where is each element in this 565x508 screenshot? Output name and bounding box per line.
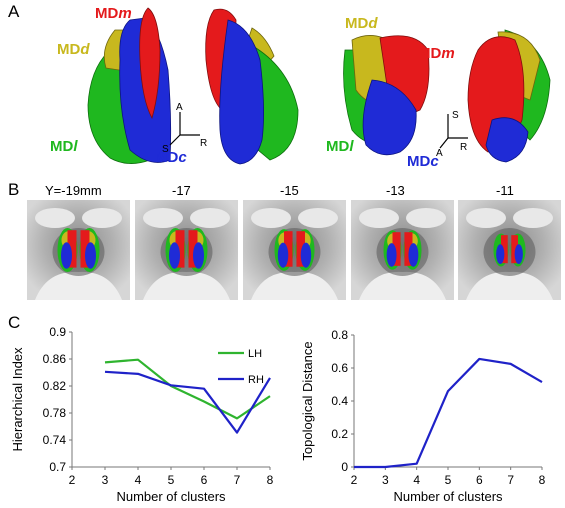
label-md-l-left: MDl [50, 138, 78, 155]
series-line-0 [354, 357, 543, 469]
right-orientation-axes [439, 114, 468, 149]
right-axis-s-label: S [452, 110, 459, 121]
series-line-LH [104, 358, 271, 420]
left-axis-a-label: A [176, 102, 183, 113]
x-axis-label: Number of clusters [393, 489, 503, 504]
y-tick-label: 0.9 [49, 325, 66, 339]
x-tick-label: 5 [445, 473, 452, 487]
slice-0 [27, 200, 130, 300]
x-tick-label: 7 [234, 473, 241, 487]
y-tick-label: 0.8 [331, 328, 348, 342]
panel-letter-b: B [8, 180, 20, 199]
slice-caption-0: Y=-19mm [45, 183, 102, 198]
panel-a-renderings: A S R S A R MDm MDd MDl MDc MDd MDm MDl … [50, 5, 551, 170]
left-axis-r-label: R [200, 138, 207, 149]
x-tick-label: 7 [507, 473, 514, 487]
y-tick-label: 0.2 [331, 427, 348, 441]
x-tick-label: 6 [476, 473, 483, 487]
y-tick-label: 0.6 [331, 361, 348, 375]
slice-caption-2: -15 [280, 183, 299, 198]
x-tick-label: 8 [539, 473, 546, 487]
slice-2 [243, 200, 346, 300]
right-view-left-hemisphere [343, 35, 430, 156]
label-md-m-right: MDm [418, 45, 455, 62]
x-tick-label: 4 [413, 473, 420, 487]
y-tick-label: 0.7 [49, 460, 66, 474]
y-tick-label: 0.4 [331, 394, 348, 408]
y-axis-label: Topological Distance [300, 341, 315, 460]
x-tick-label: 8 [267, 473, 274, 487]
y-tick-label: 0 [341, 460, 348, 474]
x-tick-label: 2 [69, 473, 76, 487]
y-tick-label: 0.78 [43, 406, 67, 420]
slice-3 [351, 200, 454, 300]
x-tick-label: 3 [382, 473, 389, 487]
label-md-d-left: MDd [57, 41, 90, 58]
panel-letter-a: A [8, 2, 20, 21]
series-line-RH [104, 370, 271, 434]
x-tick-label: 6 [201, 473, 208, 487]
x-axis-label: Number of clusters [116, 489, 226, 504]
slice-caption-3: -13 [386, 183, 405, 198]
y-tick-label: 0.82 [43, 379, 67, 393]
legend-label: LH [248, 348, 262, 360]
label-md-l-right: MDl [326, 138, 354, 155]
panel-b-slices [27, 200, 561, 300]
y-tick-label: 0.86 [43, 352, 67, 366]
axes: 2 3 4 5 6 7 8 0 0.2 0.4 0.6 0.8 [331, 328, 545, 487]
label-md-d-right: MDd [345, 15, 378, 32]
label-md-c-right: MDc [407, 153, 439, 170]
left-view-left-hemisphere [87, 7, 172, 164]
y-axis-label: Hierarchical Index [10, 347, 25, 452]
slice-caption-4: -11 [496, 183, 514, 198]
slice-caption-1: -17 [172, 183, 191, 198]
x-tick-label: 4 [135, 473, 142, 487]
right-view-right-hemisphere [467, 29, 551, 163]
left-axis-s-label: S [162, 144, 169, 155]
left-view-right-hemisphere [205, 8, 299, 165]
slice-1 [135, 200, 238, 300]
x-tick-label: 5 [168, 473, 175, 487]
legend-label: RH [248, 374, 264, 386]
label-md-c-left: MDc [155, 149, 187, 166]
axes: 2 3 4 5 6 7 8 0.7 0.74 0.78 0.82 0.86 0.9 [43, 325, 274, 487]
slice-4 [458, 200, 561, 300]
x-tick-label: 2 [351, 473, 358, 487]
panel-c-right-chart: 2 3 4 5 6 7 8 0 0.2 0.4 0.6 0.8 Number of clusters To… [300, 328, 546, 504]
panel-c-left-chart: 2 3 4 5 6 7 8 0.7 0.74 0.78 0.82 0.86 0.9 Number of c… [10, 325, 274, 504]
x-tick-label: 3 [102, 473, 109, 487]
right-axis-r-label: R [460, 142, 467, 153]
legend: LH RH [218, 348, 264, 386]
y-tick-label: 0.74 [43, 433, 67, 447]
right-axis-a-label: A [436, 148, 443, 159]
left-orientation-axes [169, 112, 200, 146]
panel-letter-c: C [8, 313, 21, 332]
label-md-m-left: MDm [95, 5, 132, 22]
